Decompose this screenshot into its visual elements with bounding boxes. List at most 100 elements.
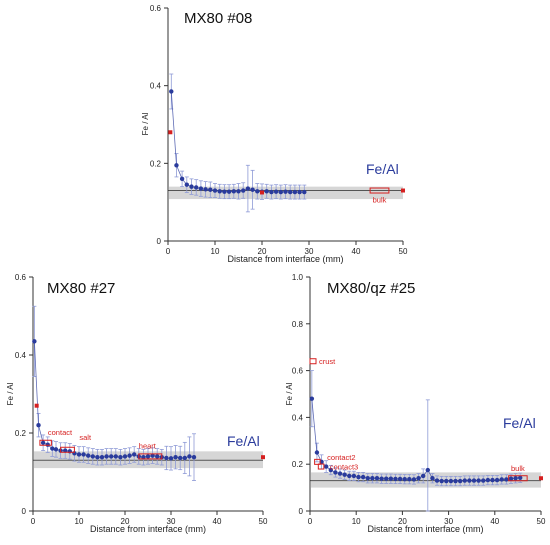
y-tick-label: 0.6 (292, 367, 304, 376)
data-point (191, 454, 197, 460)
x-tick-label: 10 (75, 517, 84, 526)
data-point (50, 446, 55, 451)
chart-panel-mx80qz-25: 0 0.2 0.4 0.6 0.8 1.0 0 10 20 30 40 50 Distance from… (285, 273, 546, 534)
data-point (333, 470, 338, 475)
y-tick-label: 0.2 (15, 429, 27, 438)
data-point (448, 478, 454, 484)
data-point (245, 186, 251, 191)
series-line (170, 91, 305, 193)
chart-title: MX80/qz #25 (327, 280, 415, 297)
data-point (485, 477, 491, 483)
data-point (411, 477, 417, 482)
data-point (476, 478, 481, 483)
data-point (365, 476, 370, 481)
reference-label: Fe/Al (503, 415, 536, 431)
chart-panel-mx80-27: 0 0.2 0.4 0.6 0 10 20 30 40 50 Distance from inter… (6, 273, 268, 534)
x-tick-label: 0 (166, 247, 171, 256)
red-box (369, 187, 390, 194)
data-point (518, 475, 523, 480)
data-point (236, 189, 241, 194)
red-marker (34, 403, 39, 408)
data-point (278, 189, 283, 195)
data-point (95, 454, 100, 460)
chart-panel-mx80-08: 0 0.2 0.4 0.6 0 10 20 30 40 50 Distance from inter… (141, 4, 408, 264)
box-label: crust (319, 357, 336, 366)
box-label: contact2 (327, 453, 355, 462)
y-tick-label: 0.4 (15, 351, 27, 360)
x-tick-label: 40 (490, 517, 499, 526)
y-tick-label: 0.2 (292, 460, 304, 469)
y-tick-label: 0.4 (150, 82, 162, 91)
data-point (109, 454, 114, 459)
data-point (384, 476, 389, 481)
y-axis-label: Fe / Al (6, 382, 15, 405)
data-point (132, 452, 137, 457)
data-point (309, 396, 315, 401)
data-point (453, 478, 458, 484)
data-point (208, 187, 213, 192)
red-box (317, 463, 325, 470)
data-point (444, 478, 449, 484)
box-label: bulk (511, 464, 525, 473)
data-point (347, 473, 352, 479)
data-point (504, 477, 509, 482)
x-tick-label: 0 (31, 517, 36, 526)
data-point (471, 478, 477, 483)
data-point (122, 454, 128, 459)
x-tick-label: 30 (167, 517, 176, 526)
data-point (402, 476, 407, 482)
data-point (420, 473, 426, 479)
data-point (217, 189, 222, 194)
data-point (250, 187, 255, 192)
red-marker (539, 476, 543, 481)
x-tick-label: 10 (352, 517, 361, 526)
x-tick-label: 50 (399, 247, 408, 256)
x-axis-label: Distance from interface (mm) (227, 254, 343, 264)
data-point (164, 455, 169, 461)
data-point (288, 189, 293, 195)
data-point (425, 467, 431, 473)
red-marker (261, 455, 265, 460)
data-point (314, 450, 320, 455)
red-box (138, 453, 163, 460)
box-label: heart (139, 441, 157, 450)
data-point (374, 476, 380, 481)
data-point (104, 454, 109, 459)
data-point (222, 189, 227, 194)
data-point (393, 476, 398, 482)
x-tick-label: 50 (259, 517, 268, 526)
data-point (407, 476, 412, 482)
data-point (203, 187, 208, 192)
y-tick-label: 0.2 (150, 159, 162, 168)
y-tick-label: 0 (157, 237, 162, 246)
data-point (462, 478, 467, 483)
data-point (184, 182, 189, 187)
x-axis-label: Distance from interface (mm) (90, 524, 206, 534)
data-point (76, 452, 82, 457)
data-point (481, 478, 486, 483)
y-axis-label: Fe / Al (141, 112, 150, 135)
data-point (212, 188, 218, 193)
x-tick-label: 20 (258, 247, 267, 256)
data-point (434, 478, 440, 483)
box-label: bulk (373, 196, 387, 205)
data-point (467, 478, 472, 483)
y-tick-label: 0.6 (15, 273, 27, 282)
reference-label: Fe/Al (366, 161, 399, 177)
data-point (99, 454, 105, 460)
x-tick-label: 20 (398, 517, 407, 526)
red-box (314, 458, 321, 465)
data-point (36, 423, 41, 428)
data-point (67, 449, 73, 454)
y-tick-label: 0.4 (292, 413, 304, 422)
data-point (439, 478, 444, 484)
data-point (416, 476, 421, 481)
data-point (173, 454, 178, 460)
data-point (337, 471, 343, 476)
data-point (430, 476, 435, 481)
x-tick-label: 40 (213, 517, 222, 526)
data-point (40, 440, 46, 445)
data-point (32, 339, 37, 344)
data-point (241, 188, 246, 193)
